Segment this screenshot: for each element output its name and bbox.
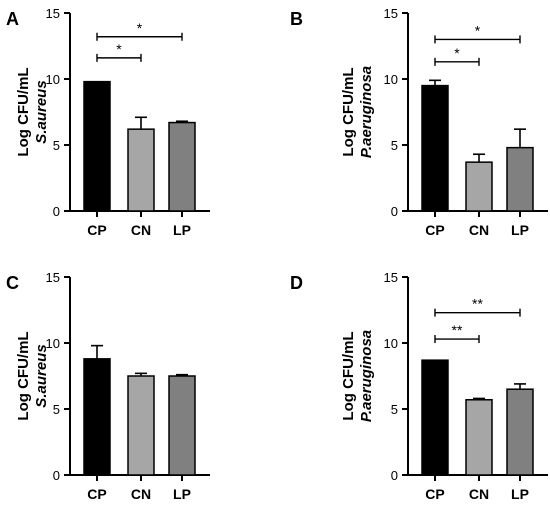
panel-c-ytick-label: 15 [46,270,60,285]
panel-d-ylabel: Log CFU/mL [340,331,357,420]
panel-c-ylabel-organism: S.aureus [33,344,50,407]
panel-a-sig-label: * [137,20,143,36]
panel-b-ytick-label: 5 [391,138,398,153]
panel-b-ylabel-organism: P.aeruginosa [358,66,375,158]
panel-a-category-label: LP [173,222,191,238]
panel-d-ytick-label: 10 [384,336,398,351]
panel-c-ytick-label: 0 [53,468,60,483]
panel-c-ytick-label: 5 [53,402,60,417]
panel-a-category-label: CN [131,222,151,238]
panel-b-bar-lp [506,146,534,212]
panel-c-category-label: CN [131,486,151,502]
panel-d-bar-cn [465,399,493,476]
panel-d-ylabel-organism: P.aeruginosa [358,330,375,422]
panel-a-bar-cp [83,80,111,212]
panel-b-category-label: LP [511,222,529,238]
panel-a-category-label: CP [87,222,106,238]
panel-b-sig-label: * [454,45,460,61]
panel-b-category-label: CN [469,222,489,238]
panel-c-bar-lp [168,375,196,476]
panel-b-category-label: CP [425,222,444,238]
panel-a-ytick-label: 10 [46,72,60,87]
panel-b-bar-cn [465,161,493,212]
panel-d-category-label: CN [469,486,489,502]
panel-b-bar-cp [421,84,449,212]
panel-a-letter: A [6,9,19,29]
panel-d-category-label: LP [511,486,529,502]
panel-b-ytick-label: 15 [384,6,398,21]
panel-d-letter: D [290,273,303,293]
panel-d-sig-label: ** [472,296,483,312]
panel-a-bar-cn [127,128,155,212]
panel-b-ytick-label: 10 [384,72,398,87]
panel-c-category-label: LP [173,486,191,502]
panel-b-ytick-label: 0 [391,204,398,219]
panel-c-ylabel: Log CFU/mL [15,331,32,420]
panel-d-bar-cp [421,359,449,476]
panel-a-sig-label: * [116,41,122,57]
panel-c-ytick-label: 10 [46,336,60,351]
panel-d-ytick-label: 15 [384,270,398,285]
panel-d-category-label: CP [425,486,444,502]
panel-a-bar-lp [168,121,196,212]
panel-a-ylabel: Log CFU/mL [15,67,32,156]
panel-a-ylabel-organism: S.aureus [33,80,50,143]
panel-d-ytick-label: 5 [391,402,398,417]
panel-d-ytick-label: 0 [391,468,398,483]
panel-c-letter: C [6,273,19,293]
panel-d-sig-label: ** [452,322,463,338]
panel-b-sig-label: * [475,22,481,38]
panel-a-ytick-label: 5 [53,138,60,153]
panel-c-bar-cn [127,375,155,476]
panel-b-letter: B [290,9,303,29]
panel-a-ytick-label: 15 [46,6,60,21]
panel-c-category-label: CP [87,486,106,502]
panel-d-bar-lp [506,388,534,476]
panel-a-ytick-label: 0 [53,204,60,219]
panel-c-bar-cp [83,358,111,476]
panel-b-ylabel: Log CFU/mL [340,67,357,156]
